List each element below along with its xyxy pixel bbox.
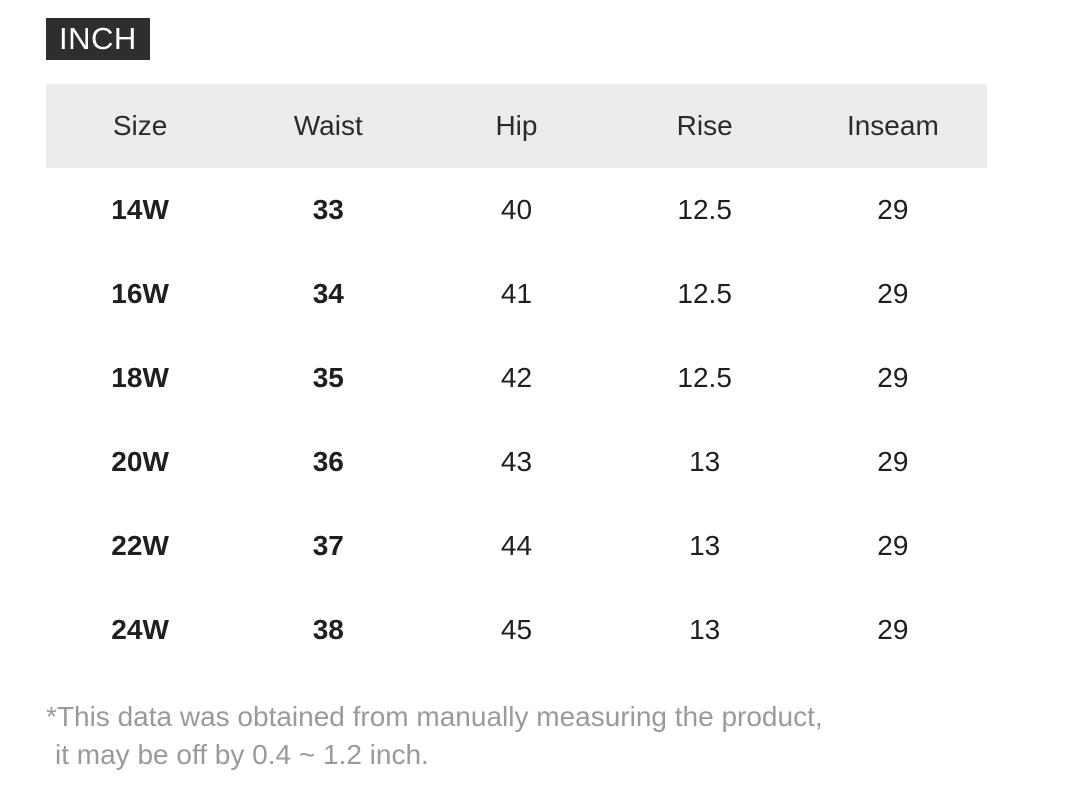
cell-rise: 13 (689, 614, 721, 645)
cell-size: 24W (111, 614, 169, 645)
cell-inseam: 29 (877, 446, 909, 477)
disclaimer-line-1: *This data was obtained from manually me… (46, 701, 823, 732)
table-row: 24W 38 45 13 29 (46, 588, 987, 672)
cell-waist: 36 (312, 446, 344, 477)
column-header-size: Size (112, 110, 168, 141)
cell-size: 20W (111, 446, 169, 477)
header-row: Size Waist Hip Rise Inseam (46, 84, 987, 168)
cell-rise: 13 (689, 530, 721, 561)
column-header-waist: Waist (293, 110, 363, 141)
size-chart-body: 14W 33 40 12.5 29 16W 34 41 12.5 29 18W … (46, 168, 987, 672)
cell-size: 16W (111, 278, 169, 309)
cell-hip: 41 (500, 278, 533, 309)
cell-waist: 35 (312, 362, 344, 393)
disclaimer-line-2: it may be off by 0.4 ~ 1.2 inch. (55, 739, 429, 770)
size-chart-header: Size Waist Hip Rise Inseam (46, 84, 987, 168)
table-row: 20W 36 43 13 29 (46, 420, 987, 504)
cell-waist: 33 (312, 194, 344, 225)
cell-size: 14W (111, 194, 169, 225)
cell-hip: 40 (500, 194, 533, 225)
unit-badge-inch: INCH (46, 18, 150, 60)
cell-hip: 45 (500, 614, 533, 645)
column-header-rise: Rise (676, 110, 733, 141)
cell-rise: 12.5 (677, 278, 732, 309)
cell-rise: 12.5 (677, 194, 732, 225)
cell-size: 18W (111, 362, 169, 393)
column-header-inseam: Inseam (846, 110, 939, 141)
cell-size: 22W (111, 530, 169, 561)
cell-rise: 12.5 (677, 362, 732, 393)
cell-waist: 38 (312, 614, 344, 645)
cell-inseam: 29 (877, 614, 909, 645)
measurement-disclaimer: *This data was obtained from manually me… (46, 698, 1080, 774)
column-header-hip: Hip (495, 110, 538, 141)
cell-inseam: 29 (877, 362, 909, 393)
cell-inseam: 29 (877, 530, 909, 561)
cell-hip: 43 (500, 446, 533, 477)
cell-inseam: 29 (877, 194, 909, 225)
cell-waist: 34 (312, 278, 344, 309)
cell-hip: 42 (500, 362, 533, 393)
table-row: 18W 35 42 12.5 29 (46, 336, 987, 420)
table-row: 22W 37 44 13 29 (46, 504, 987, 588)
cell-waist: 37 (312, 530, 344, 561)
size-chart-table: Size Waist Hip Rise Inseam 14W 33 40 12.… (46, 84, 987, 672)
cell-rise: 13 (689, 446, 721, 477)
cell-hip: 44 (500, 530, 533, 561)
table-row: 14W 33 40 12.5 29 (46, 168, 987, 252)
cell-inseam: 29 (877, 278, 909, 309)
table-row: 16W 34 41 12.5 29 (46, 252, 987, 336)
